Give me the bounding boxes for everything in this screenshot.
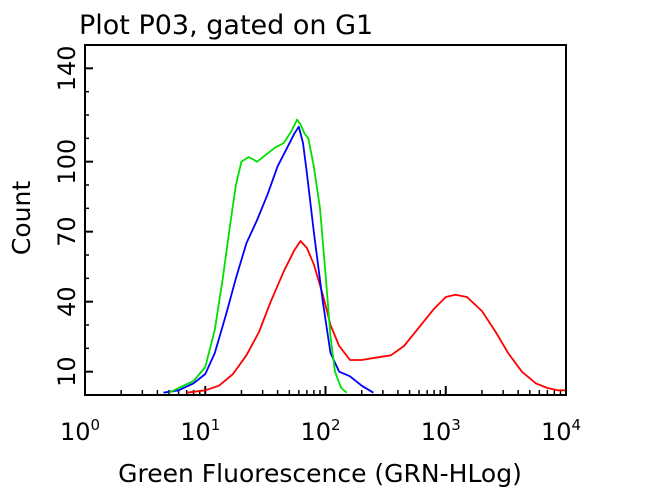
plot-frame — [84, 44, 567, 396]
y-tick-label: 40 — [53, 286, 81, 317]
histogram-series-line — [186, 240, 566, 394]
histogram-series-line — [163, 125, 374, 394]
x-axis-label: Green Fluorescence (GRN-HLog) — [118, 459, 522, 488]
y-axis-label: Count — [7, 181, 36, 255]
x-tick-label: 104 — [541, 416, 581, 446]
chart-title: Plot P03, gated on G1 — [79, 10, 373, 41]
y-tick-label: 140 — [53, 45, 81, 91]
x-tick-label: 101 — [180, 416, 220, 446]
histogram-series-line — [168, 118, 348, 394]
x-tick-label: 102 — [300, 416, 340, 446]
y-tick-label: 10 — [53, 356, 81, 387]
y-tick-label: 70 — [53, 216, 81, 247]
x-tick-label: 100 — [60, 416, 100, 446]
x-tick-label: 103 — [421, 416, 461, 446]
y-tick-label: 100 — [53, 139, 81, 185]
